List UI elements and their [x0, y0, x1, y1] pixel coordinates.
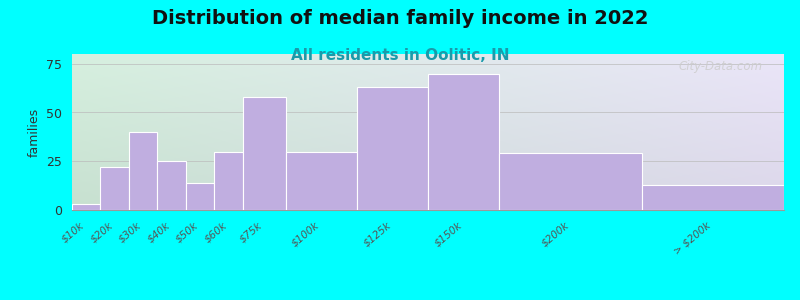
Text: Distribution of median family income in 2022: Distribution of median family income in …: [152, 9, 648, 28]
Bar: [428, 74, 499, 210]
Bar: [129, 132, 158, 210]
Text: All residents in Oolitic, IN: All residents in Oolitic, IN: [290, 48, 510, 63]
Bar: [499, 154, 642, 210]
Bar: [286, 152, 357, 210]
Bar: [243, 97, 286, 210]
Bar: [642, 184, 784, 210]
Bar: [101, 167, 129, 210]
Bar: [158, 161, 186, 210]
Bar: [72, 204, 101, 210]
Text: City-Data.com: City-Data.com: [678, 60, 762, 73]
Bar: [214, 152, 243, 210]
Y-axis label: families: families: [28, 107, 41, 157]
Bar: [357, 87, 428, 210]
Bar: [186, 183, 214, 210]
